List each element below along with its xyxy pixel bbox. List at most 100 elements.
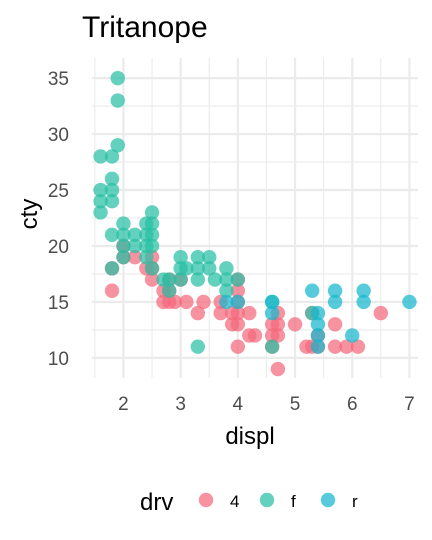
data-point-f [93,205,108,220]
data-point-4 [144,272,160,287]
y-tick-label: 15 [48,293,69,314]
data-point-4 [196,294,211,310]
data-point-4 [247,328,263,343]
x-tick-label: 3 [175,394,186,415]
x-tick-label: 5 [290,394,301,415]
data-point-4 [242,305,257,321]
x-tick-label: 7 [404,394,415,415]
data-point-f [162,272,177,287]
data-point-r [327,283,343,298]
y-tick-label: 10 [48,349,69,370]
data-point-f [93,149,108,164]
data-point-f [219,272,234,287]
data-points [93,70,417,377]
data-point-f [219,261,234,276]
data-point-r [230,294,246,310]
data-point-f [110,138,125,153]
legend-label-r: r [352,492,358,511]
x-axis-title: displ [225,423,274,450]
data-point-r [304,283,320,298]
x-tick-label: 2 [118,394,129,415]
data-point-f [190,249,206,265]
data-point-f [190,261,206,276]
data-point-4 [127,249,143,265]
data-point-4 [213,305,228,321]
data-point-r [264,305,280,321]
data-point-f [116,249,131,265]
data-point-f [110,70,125,86]
data-point-4 [230,283,246,298]
data-point-f [127,227,143,242]
data-point-f [144,261,160,276]
data-point-4 [287,317,303,332]
legend-label-4: 4 [230,492,239,511]
data-point-4 [270,317,286,332]
legend-label-f: f [291,492,296,511]
data-point-f [104,261,120,276]
data-point-4 [350,339,366,354]
legend-key-r [320,492,336,508]
data-point-f [144,238,160,254]
data-point-4 [230,339,246,354]
data-point-f [93,194,108,209]
legend-title: drv [140,489,173,516]
data-point-f [173,249,188,265]
data-point-f [93,182,108,198]
y-axis-title: cty [16,199,43,230]
data-point-f [116,238,131,254]
data-point-4 [270,328,286,343]
data-point-4 [230,317,246,332]
data-point-4 [373,305,389,321]
legend: drv 4 f r [140,489,358,516]
y-tick-label: 35 [48,69,69,90]
data-point-4 [190,305,206,321]
data-point-f [264,339,280,354]
plot-panel [92,58,418,378]
data-point-f [104,171,120,187]
data-point-f [116,216,131,231]
data-point-f [179,261,194,276]
data-point-r [402,294,417,310]
data-point-4 [339,339,354,354]
data-point-f [116,227,131,242]
data-point-r [345,328,360,343]
data-point-r [310,317,326,332]
data-point-f [202,261,217,276]
data-point-r [356,294,371,310]
x-axis-ticks: 2 3 4 5 6 7 [118,394,415,415]
data-point-r [219,294,234,310]
data-point-f [139,249,154,265]
data-point-f [230,272,246,287]
data-point-4 [230,305,246,321]
data-point-f [144,216,160,231]
data-point-f [173,272,188,287]
data-point-f [207,272,223,287]
y-axis-ticks: 10 15 20 25 30 35 [48,69,69,370]
data-point-4 [327,339,343,354]
data-point-f [104,227,120,242]
data-point-f [190,339,206,354]
data-point-4 [270,361,286,377]
x-tick-label: 4 [233,394,244,415]
data-point-f [144,227,160,242]
data-point-f [144,205,160,220]
data-point-r [264,294,280,310]
data-point-r [327,294,343,310]
legend-key-f [259,492,275,508]
data-point-f [127,238,143,254]
data-point-4 [327,317,343,332]
y-tick-label: 25 [48,181,69,202]
data-point-4 [167,294,183,310]
data-point-f [162,283,177,298]
data-point-r [310,305,326,321]
x-tick-label: 6 [347,394,358,415]
data-point-f [104,194,120,209]
data-point-f [104,149,120,164]
data-point-f [190,272,206,287]
data-point-4 [179,294,194,310]
legend-key-4 [198,492,214,508]
data-point-f [104,182,120,198]
y-tick-label: 30 [48,125,69,146]
y-tick-label: 20 [48,237,69,258]
